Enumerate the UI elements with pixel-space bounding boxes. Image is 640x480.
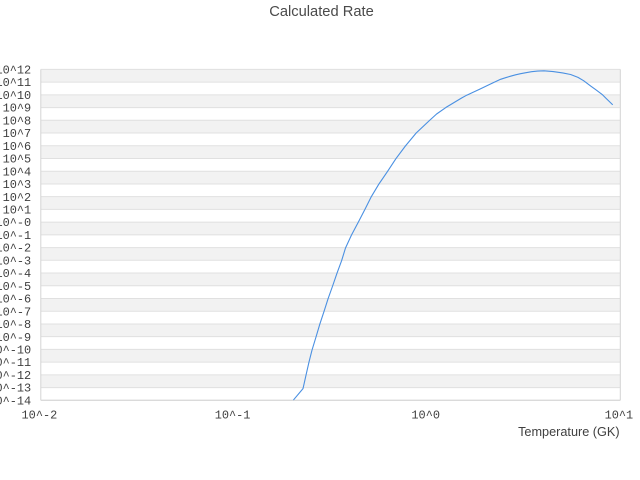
svg-text:10^9: 10^9 [3,102,32,116]
svg-text:10^6: 10^6 [3,140,32,154]
svg-text:10^8: 10^8 [3,114,32,128]
svg-text:10^-13: 10^-13 [0,382,31,396]
svg-text:10^-0: 10^-0 [0,216,31,230]
svg-text:10^-12: 10^-12 [0,369,31,383]
svg-text:10^0: 10^0 [411,409,440,423]
svg-text:10^-3: 10^-3 [0,254,31,268]
svg-text:10^-14: 10^-14 [0,394,31,408]
svg-text:10^2: 10^2 [3,191,32,205]
svg-text:10^-6: 10^-6 [0,293,31,307]
svg-text:10^1: 10^1 [605,409,634,423]
svg-text:10^-7: 10^-7 [0,305,31,319]
svg-text:10^-2: 10^-2 [0,242,31,256]
svg-text:10^5: 10^5 [3,153,32,167]
svg-text:10^-9: 10^-9 [0,331,31,345]
svg-text:10^-1: 10^-1 [0,229,31,243]
svg-text:Calculated Rate: Calculated Rate [269,4,374,20]
svg-text:10^-10: 10^-10 [0,343,31,357]
svg-text:10^-1: 10^-1 [215,409,251,423]
svg-text:10^-11: 10^-11 [0,356,31,370]
svg-text:10^-5: 10^-5 [0,280,31,294]
svg-text:10^1: 10^1 [3,204,32,218]
svg-text:10^-8: 10^-8 [0,318,31,332]
svg-text:10^-4: 10^-4 [0,267,31,281]
svg-text:10^3: 10^3 [3,178,32,192]
svg-text:Temperature (GK): Temperature (GK) [518,425,620,439]
svg-text:10^10: 10^10 [0,89,31,103]
svg-text:10^12: 10^12 [0,64,31,78]
svg-text:10^4: 10^4 [3,165,32,179]
svg-text:10^7: 10^7 [3,127,32,141]
svg-text:10^11: 10^11 [0,76,31,90]
svg-text:10^-2: 10^-2 [22,409,58,423]
